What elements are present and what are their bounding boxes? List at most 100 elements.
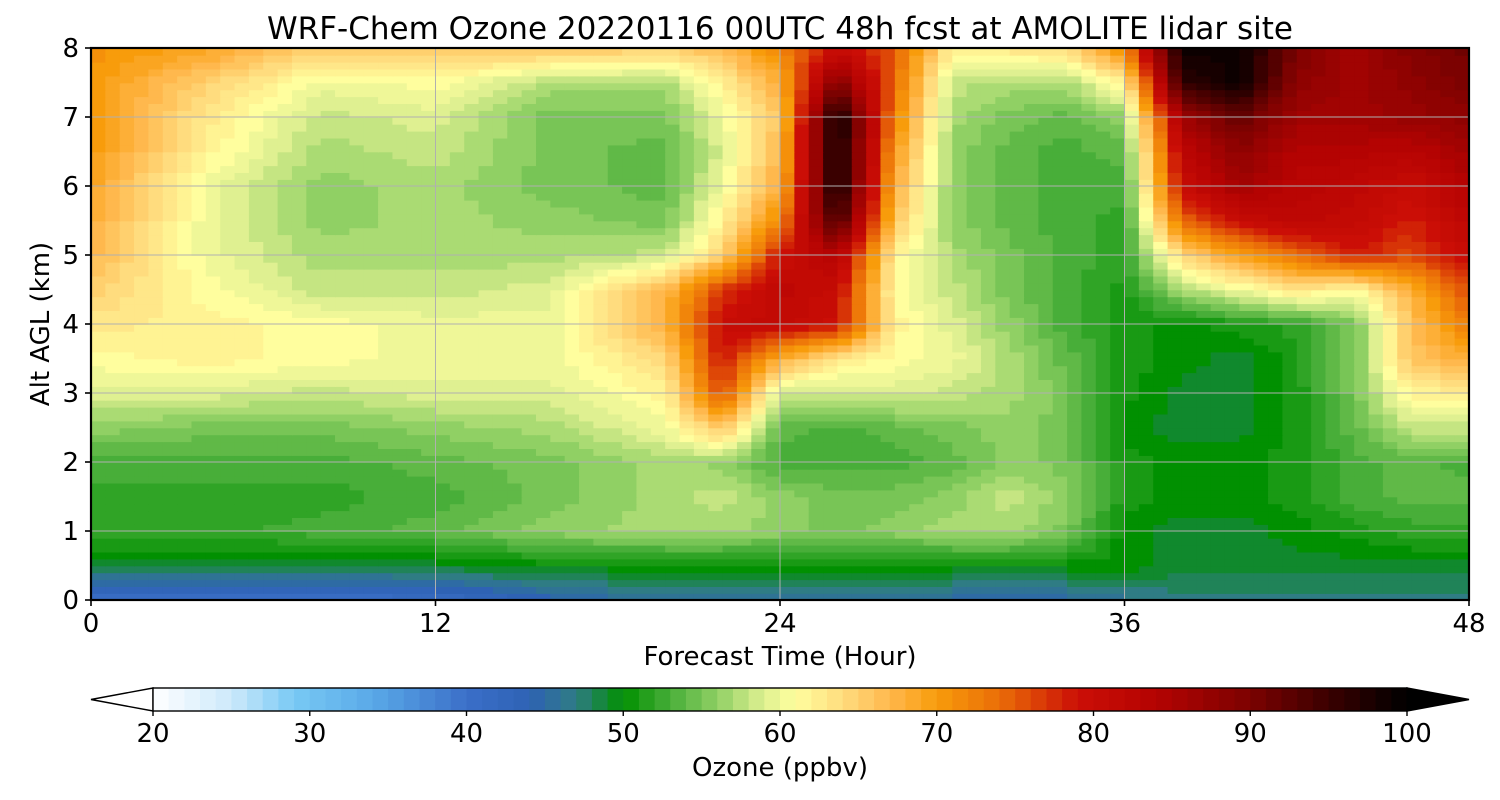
contour-cell (91, 482, 107, 491)
contour-cell (1239, 441, 1255, 449)
contour-cell (722, 248, 738, 256)
contour-cell (593, 579, 609, 587)
contour-cell (966, 275, 982, 284)
contour-cell (593, 544, 609, 553)
contour-cell (1196, 482, 1212, 491)
contour-cell (464, 551, 480, 560)
contour-cell (880, 468, 896, 477)
contour-cell (708, 420, 724, 429)
contour-cell (708, 593, 724, 600)
contour-cell (808, 496, 824, 505)
contour-cell (220, 255, 236, 263)
contour-cell (378, 372, 394, 380)
contour-cell (1224, 344, 1241, 353)
contour-cell (808, 475, 824, 484)
contour-cell (837, 351, 853, 360)
contour-cell (593, 482, 609, 491)
contour-cell (349, 344, 365, 353)
contour-cell (119, 268, 135, 277)
contour-cell (507, 593, 523, 600)
contour-cell (205, 434, 221, 443)
contour-cell (1153, 413, 1169, 422)
contour-cell (579, 579, 595, 587)
contour-cell (564, 282, 580, 291)
contour-cell (191, 296, 207, 305)
contour-cell (1167, 551, 1183, 560)
contour-cell (1181, 441, 1198, 449)
contour-cell (492, 544, 509, 553)
contour-cell (205, 496, 221, 505)
contour-cell (91, 358, 107, 367)
contour-cell (291, 255, 308, 263)
contour-cell (708, 351, 724, 360)
contour-cell (1454, 268, 1469, 277)
contour-cell (765, 462, 781, 470)
contour-cell (1210, 330, 1226, 339)
contour-cell (1325, 551, 1341, 560)
contour-cell (808, 510, 824, 518)
contour-cell (894, 510, 910, 518)
contour-cell (449, 261, 465, 270)
contour-cell (1368, 393, 1384, 401)
contour-cell (478, 275, 494, 284)
contour-cell (421, 303, 437, 311)
contour-cell (148, 261, 164, 270)
contour-cell (564, 317, 580, 325)
contour-cell (794, 558, 810, 567)
contour-cell (636, 544, 652, 553)
contour-cell (1181, 448, 1198, 456)
contour-cell (378, 275, 394, 284)
contour-cell (521, 399, 537, 408)
contour-cell (277, 330, 293, 339)
contour-cell (1454, 531, 1469, 539)
contour-cell (751, 317, 767, 325)
contour-cell (636, 489, 652, 498)
contour-cell (1095, 372, 1111, 380)
contour-cell (449, 365, 465, 374)
contour-cell (607, 372, 623, 380)
contour-cell (1282, 593, 1298, 600)
contour-cell (449, 551, 465, 560)
contour-cell (794, 358, 810, 367)
contour-cell (1038, 268, 1054, 277)
contour-cell (693, 537, 710, 546)
contour-cell (1354, 393, 1370, 401)
contour-cell (378, 572, 394, 581)
contour-cell (622, 317, 638, 325)
contour-cell (464, 241, 480, 249)
contour-cell (995, 282, 1011, 291)
contour-cell (1368, 565, 1384, 574)
contour-cell (507, 489, 523, 498)
contour-cell (134, 496, 150, 505)
contour-cell (177, 427, 193, 436)
contour-cell (1282, 434, 1298, 443)
contour-cell (449, 372, 465, 380)
contour-cell (1210, 282, 1226, 291)
contour-cell (751, 572, 767, 581)
contour-cell (880, 475, 896, 484)
contour-cell (909, 317, 925, 325)
contour-cell (1038, 503, 1054, 512)
contour-cell (679, 358, 695, 367)
contour-cell (880, 303, 896, 311)
contour-cell (421, 324, 437, 332)
contour-cell (780, 468, 796, 477)
contour-cell (449, 503, 465, 512)
contour-cell (636, 572, 652, 581)
contour-cell (335, 531, 351, 539)
contour-cell (1296, 393, 1312, 401)
contour-cell (708, 406, 724, 415)
contour-cell (1440, 310, 1456, 318)
contour-cell (550, 448, 566, 456)
contour-cell (1138, 524, 1154, 532)
contour-cell (1124, 337, 1140, 346)
contour-cell (91, 510, 107, 518)
contour-cell (1296, 468, 1312, 477)
contour-cell (1224, 517, 1241, 525)
contour-cell (1325, 241, 1341, 249)
contour-cell (248, 365, 265, 374)
contour-cell (808, 289, 824, 298)
contour-cell (1095, 365, 1111, 374)
contour-cell (1425, 482, 1442, 491)
